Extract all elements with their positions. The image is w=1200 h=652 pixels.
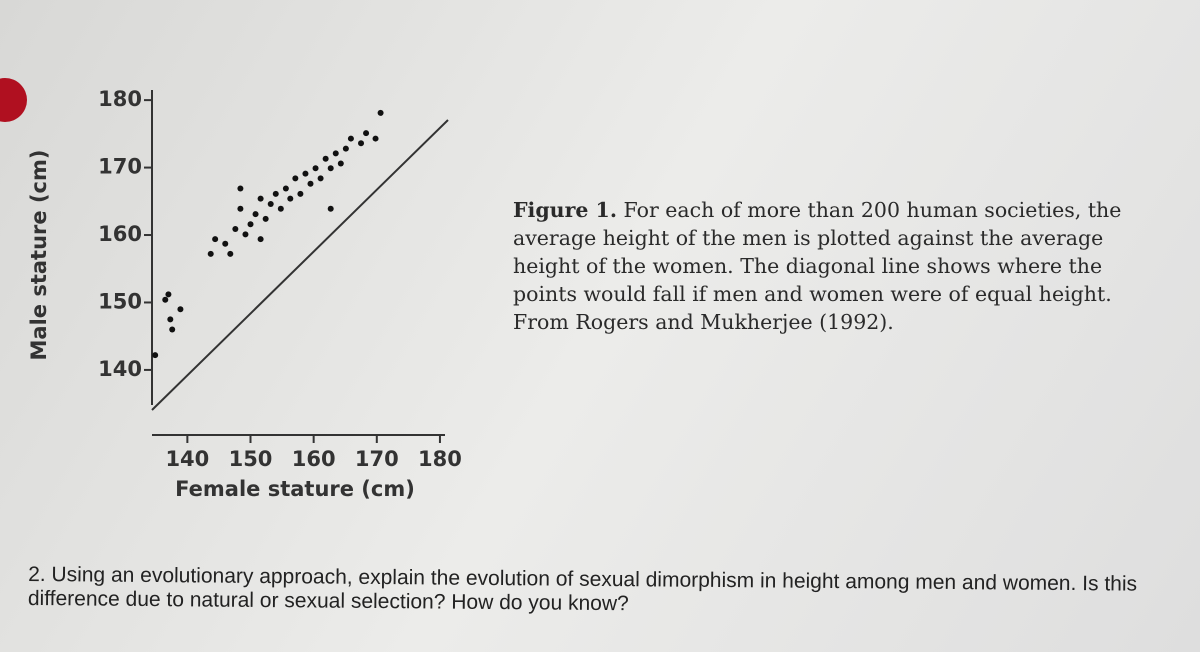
point — [257, 195, 264, 202]
sticker — [0, 78, 27, 122]
point — [177, 306, 184, 313]
x-tick-label: 150 — [229, 447, 273, 471]
point — [272, 190, 279, 197]
caption: Figure 1. For each of more than 200 huma… — [513, 196, 1153, 336]
point — [232, 225, 239, 232]
question: 2. Using an evolutionary approach, expla… — [27, 562, 1138, 616]
point — [302, 170, 309, 177]
y-tick-label: 160 — [98, 222, 142, 246]
point — [317, 175, 324, 182]
point — [307, 180, 314, 187]
point — [372, 135, 379, 142]
point — [242, 231, 249, 238]
x-tick-label: 160 — [292, 447, 336, 471]
point — [363, 130, 370, 137]
point — [162, 296, 169, 303]
point — [237, 185, 244, 192]
point — [237, 205, 244, 212]
point — [327, 205, 334, 212]
y-tick-label: 170 — [98, 155, 142, 179]
point — [332, 150, 339, 157]
point — [347, 135, 354, 142]
point — [322, 155, 329, 162]
x-tick-label: 140 — [165, 447, 209, 471]
point — [327, 165, 334, 172]
point — [277, 205, 284, 212]
y-tick-label: 140 — [98, 357, 142, 381]
point — [207, 250, 214, 257]
point — [282, 185, 289, 192]
point — [247, 221, 254, 228]
point — [222, 240, 229, 247]
point — [337, 160, 344, 167]
point — [287, 195, 294, 202]
y-tick-label: 150 — [98, 289, 142, 313]
point — [252, 211, 259, 218]
caption-label: Figure 1. — [513, 198, 617, 222]
x-tick-label: 180 — [418, 447, 462, 471]
point — [165, 291, 172, 298]
point — [262, 215, 269, 222]
y-tick-label: 180 — [98, 87, 142, 111]
point — [297, 190, 304, 197]
point — [227, 250, 234, 257]
caption-text: For each of more than 200 human societie… — [513, 198, 1122, 334]
point — [169, 326, 176, 333]
x-axis-label: Female stature (cm) — [175, 477, 415, 501]
point — [292, 175, 299, 182]
point — [358, 140, 365, 147]
point — [342, 145, 349, 152]
point — [312, 165, 319, 172]
point — [267, 200, 274, 207]
x-tick-label: 170 — [355, 447, 399, 471]
equality-line — [151, 119, 449, 411]
point — [167, 316, 174, 323]
point — [212, 236, 219, 243]
point — [257, 236, 264, 243]
y-axis-label: Male stature (cm) — [27, 150, 51, 361]
point — [152, 352, 159, 359]
point — [377, 109, 384, 116]
